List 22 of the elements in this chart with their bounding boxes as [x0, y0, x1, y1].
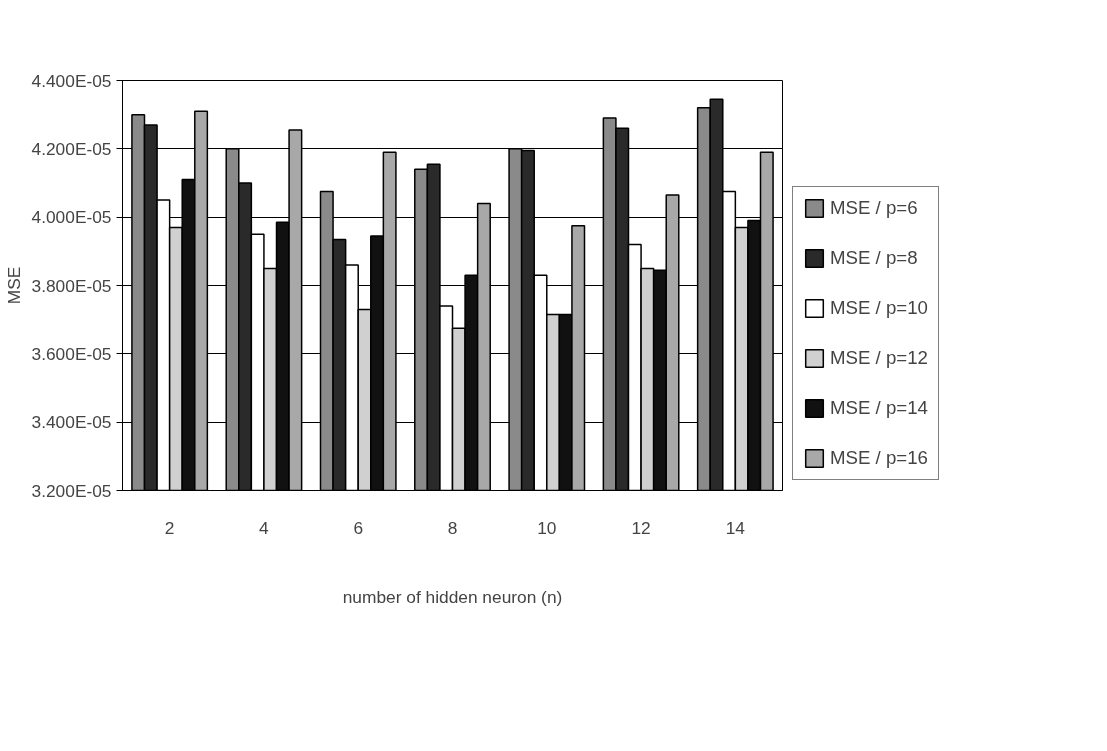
x-tick-label: 6	[353, 517, 364, 538]
legend-label: MSE / p=8	[830, 247, 918, 269]
legend-label: MSE / p=10	[830, 297, 928, 319]
x-tick-label: 4	[259, 517, 270, 538]
y-axis-title: MSE	[3, 266, 24, 305]
x-tick-label: 2	[164, 517, 175, 538]
y-tick-label: 4.000E-05	[31, 207, 112, 228]
x-tick-label: 12	[631, 517, 651, 538]
y-tick-label: 3.800E-05	[31, 275, 112, 296]
x-tick-label: 10	[537, 517, 557, 538]
legend-label: MSE / p=12	[830, 347, 928, 369]
legend-label: MSE / p=14	[830, 397, 928, 419]
legend-label: MSE / p=16	[830, 447, 928, 469]
legend-label: MSE / p=6	[830, 197, 918, 219]
x-axis-title: number of hidden neuron (n)	[342, 586, 563, 607]
x-tick-label: 8	[447, 517, 458, 538]
x-tick-label: 14	[725, 517, 746, 538]
y-tick-label: 3.200E-05	[31, 480, 112, 501]
y-tick-label: 4.400E-05	[31, 70, 112, 91]
y-tick-label: 3.600E-05	[31, 343, 112, 364]
y-tick-label: 3.400E-05	[31, 412, 112, 433]
y-tick-label: 4.200E-05	[31, 138, 112, 159]
